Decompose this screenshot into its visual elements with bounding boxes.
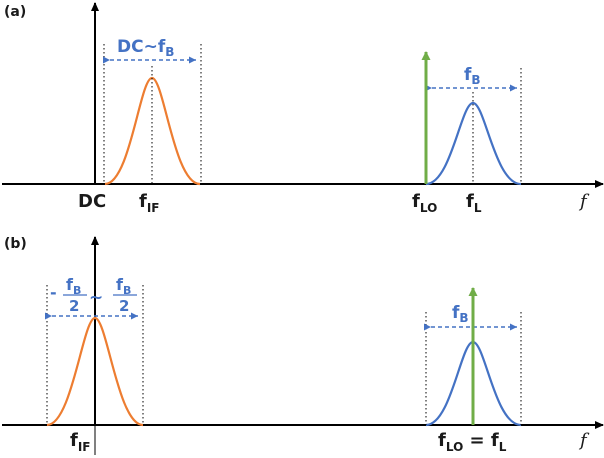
panel-b: (b) - fB 2 ~ fB 2 fB fIF fLO = f [2,236,604,455]
panel-a-signal-spectrum [425,101,522,186]
panel-b-axis-label: f [578,430,590,451]
fraction-left-denominator: 2 [69,297,79,315]
panel-a-fif-label: fIF [139,191,160,215]
panel-a-flo-label: fLO [412,191,437,215]
panel-a-signal-bandwidth-label: fB [464,65,481,87]
panel-b-bandwidth-fraction: - fB 2 ~ fB 2 [50,275,137,315]
panel-b-tag: (b) [4,236,27,252]
panel-a-axis-label: f [578,191,590,212]
panel-a: (a) DC~fB fB DC fIF fLO fL f [2,2,604,215]
panel-a-fl-label: fL [466,191,482,215]
panel-b-flo-eq-fl-label: fLO = fL [438,430,507,454]
panel-a-dc-label: DC [78,191,106,212]
fraction-tilde: ~ [89,288,103,308]
fraction-minus: - [50,283,57,302]
fraction-right-numerator: fB [116,275,131,297]
fraction-left-numerator: fB [66,275,81,297]
panel-a-dc-bandwidth-label: DC~fB [117,37,174,59]
panel-b-fif-label: fIF [70,430,91,454]
panel-a-tag: (a) [4,4,26,20]
panel-b-signal-bandwidth-label: fB [452,303,469,325]
fraction-right-denominator: 2 [119,297,129,315]
